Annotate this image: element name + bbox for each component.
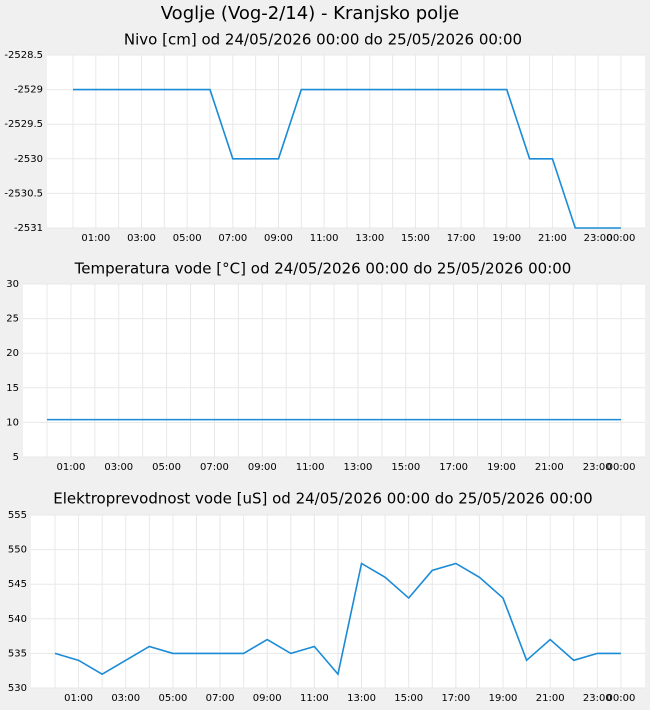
y-tick-label: 5 [13, 452, 19, 463]
y-tick-label: 20 [6, 348, 19, 359]
chart-title: Nivo [cm] od 24/05/2026 00:00 do 25/05/2… [124, 31, 522, 49]
y-tick-label: -2531 [14, 223, 43, 234]
x-tick-label: 05:00 [173, 233, 202, 244]
x-tick-label: 13:00 [344, 462, 373, 473]
x-tick-label: 11:00 [300, 693, 329, 704]
plot-area [47, 55, 645, 228]
x-tick-label: 23:00 [583, 693, 612, 704]
x-tick-label: 03:00 [111, 693, 140, 704]
y-tick-label: 10 [6, 417, 19, 428]
x-tick-label: 15:00 [391, 462, 420, 473]
x-tick-label: 00:00 [607, 233, 636, 244]
page-title: Voglje (Vog-2/14) - Kranjsko polje [161, 3, 459, 24]
y-tick-label: 530 [8, 683, 27, 694]
x-tick-label: 00:00 [607, 462, 636, 473]
y-tick-label: 25 [6, 314, 19, 325]
x-tick-label: 17:00 [441, 693, 470, 704]
x-tick-label: 07:00 [218, 233, 247, 244]
x-tick-label: 11:00 [296, 462, 325, 473]
y-tick-label: 555 [8, 510, 27, 521]
x-tick-label: 13:00 [355, 233, 384, 244]
y-tick-label: 30 [6, 279, 19, 290]
x-tick-label: 01:00 [64, 693, 93, 704]
y-tick-label: -2528.5 [4, 50, 43, 61]
y-tick-label: -2530 [14, 154, 43, 165]
y-tick-label: 535 [8, 648, 27, 659]
data-line [73, 88, 621, 229]
x-tick-label: 05:00 [158, 693, 187, 704]
x-tick-label: 09:00 [253, 693, 282, 704]
x-tick-label: 00:00 [607, 693, 636, 704]
y-tick-label: 15 [6, 383, 19, 394]
x-tick-label: 21:00 [535, 462, 564, 473]
y-tick-label: 550 [8, 545, 27, 556]
x-tick-label: 15:00 [394, 693, 423, 704]
x-tick-label: 09:00 [264, 233, 293, 244]
x-tick-label: 19:00 [489, 693, 518, 704]
x-tick-label: 23:00 [584, 233, 613, 244]
x-tick-label: 13:00 [347, 693, 376, 704]
chart-title: Temperatura vode [°C] od 24/05/2026 00:0… [74, 260, 572, 278]
x-tick-label: 17:00 [439, 462, 468, 473]
x-tick-label: 07:00 [206, 693, 235, 704]
x-tick-label: 19:00 [492, 233, 521, 244]
y-tick-label: 540 [8, 614, 27, 625]
x-tick-label: 03:00 [127, 233, 156, 244]
chart-title: Elektroprevodnost vode [uS] od 24/05/202… [53, 490, 592, 508]
x-tick-label: 01:00 [81, 233, 110, 244]
x-tick-label: 07:00 [200, 462, 229, 473]
x-tick-label: 11:00 [310, 233, 339, 244]
y-tick-label: -2530.5 [4, 188, 43, 199]
x-tick-label: 09:00 [248, 462, 277, 473]
x-tick-label: 01:00 [57, 462, 86, 473]
y-tick-label: -2529 [14, 85, 43, 96]
x-tick-label: 03:00 [104, 462, 133, 473]
x-tick-label: 21:00 [538, 233, 567, 244]
x-tick-label: 19:00 [487, 462, 516, 473]
y-tick-label: -2529.5 [4, 119, 43, 130]
x-tick-label: 05:00 [152, 462, 181, 473]
x-tick-label: 15:00 [401, 233, 430, 244]
x-tick-label: 17:00 [447, 233, 476, 244]
data-line [54, 562, 621, 676]
x-tick-label: 23:00 [583, 462, 612, 473]
x-tick-label: 21:00 [536, 693, 565, 704]
y-tick-label: 545 [8, 579, 27, 590]
